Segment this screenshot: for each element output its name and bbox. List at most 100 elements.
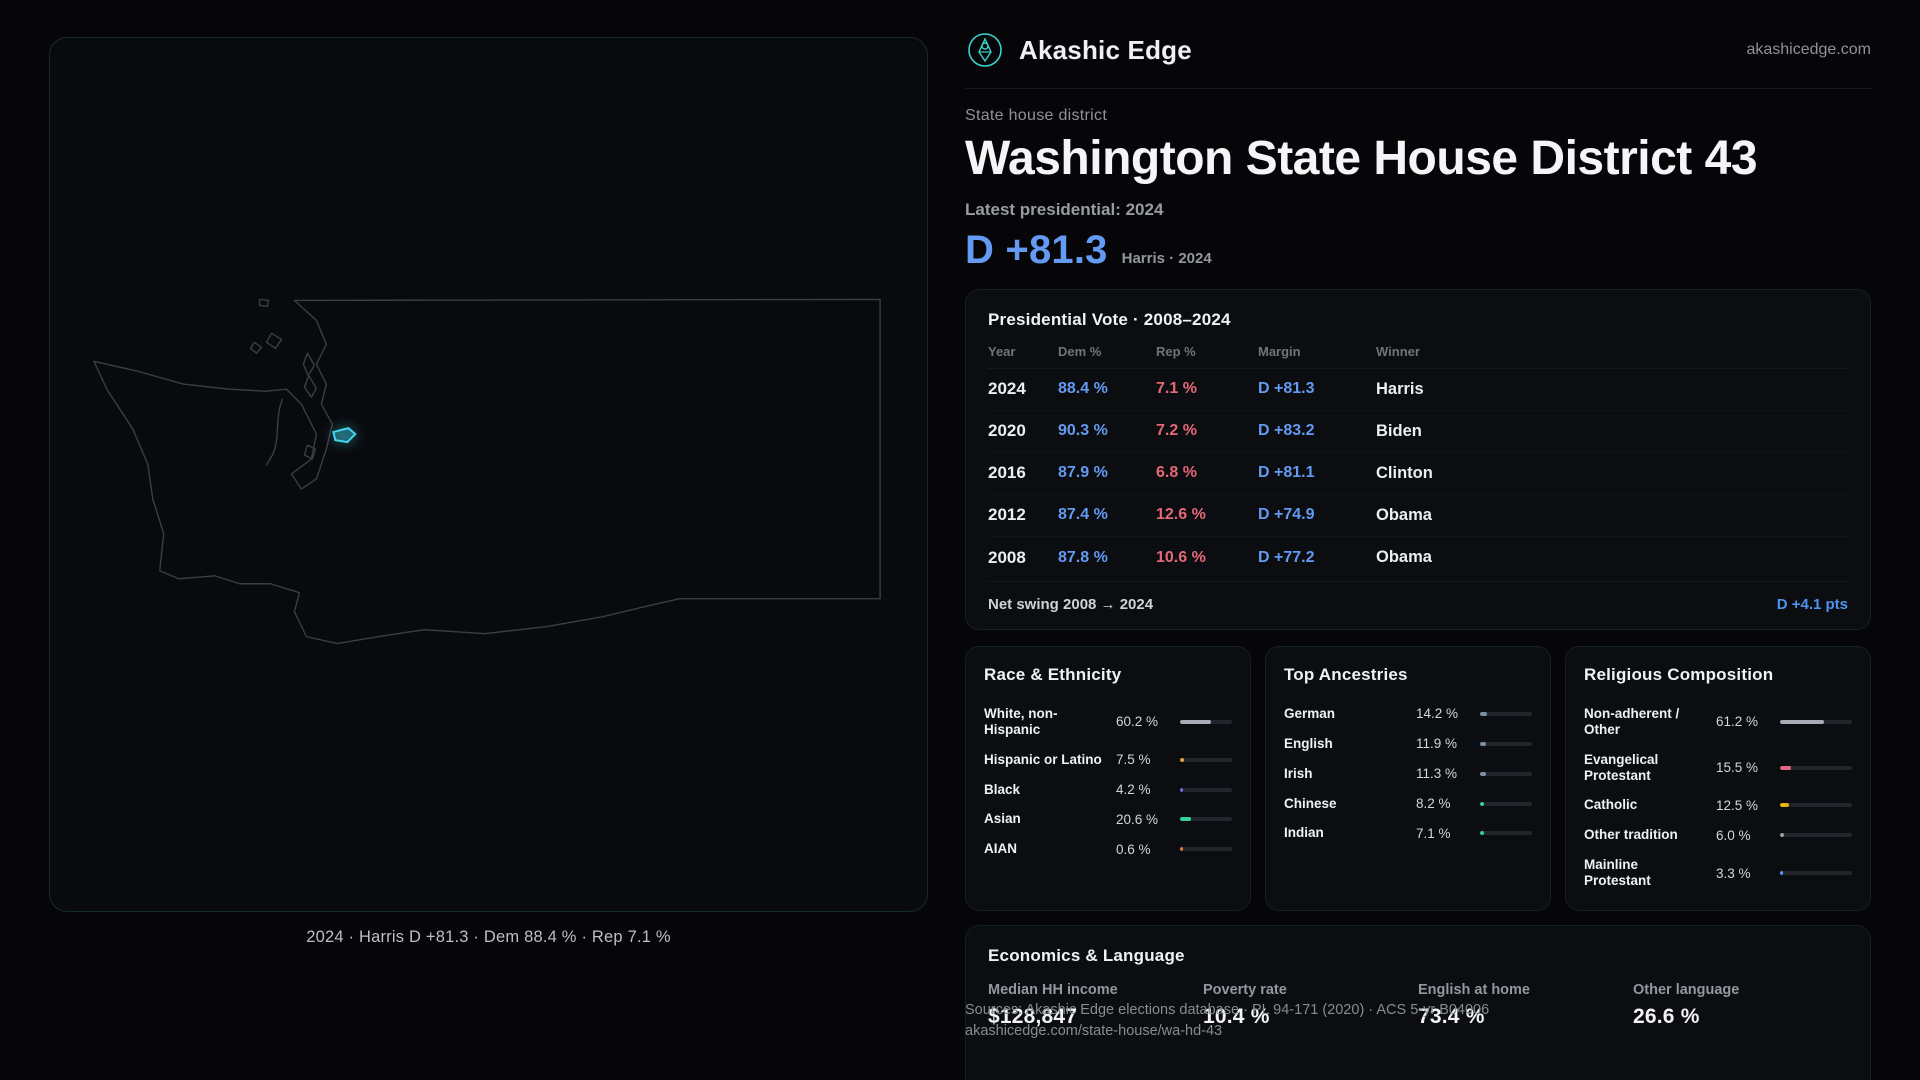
cell-rep: 12.6 % (1156, 506, 1206, 524)
economics-stats: Median HH income $128,847 Poverty rate 1… (988, 982, 1848, 1029)
item-label: German (1283, 705, 1336, 721)
economics-card-title: Economics & Language (988, 946, 1185, 966)
stat-value: 10.4 % (1203, 1005, 1270, 1029)
item-value: 15.5 % (1715, 760, 1759, 776)
bar-fill (1779, 765, 1792, 770)
item-label: Indian (1283, 825, 1324, 841)
bar-track (1779, 719, 1852, 724)
stat-english-at-home: English at home 73.4 % (1418, 982, 1633, 1029)
bar-track (1180, 787, 1232, 792)
item-label: Other tradition (1583, 827, 1678, 843)
table-row: 2024 88.4 % 7.1 % D +81.3 Harris (988, 369, 1848, 411)
list-item: Asian 20.6 % (984, 804, 1232, 834)
list-item: English 11.9 % (1284, 729, 1532, 759)
cell-margin: D +77.2 (1258, 548, 1315, 566)
cell-margin: D +81.1 (1258, 464, 1315, 482)
col-dem: Dem % (1058, 343, 1102, 359)
bar-fill (1180, 787, 1183, 792)
item-label: Hispanic or Latino (984, 751, 1102, 767)
item-value: 11.3 % (1415, 766, 1458, 782)
pres-table-title: Presidential Vote · 2008–2024 (988, 309, 1231, 329)
bar-track (1779, 833, 1852, 838)
table-row: 2012 87.4 % 12.6 % D +74.9 Obama (988, 495, 1848, 537)
bar-fill (1779, 803, 1789, 808)
whidbey-island-outline (302, 352, 318, 398)
list-item: Black 4.2 % (984, 775, 1232, 805)
item-value: 6.0 % (1715, 827, 1751, 843)
bar-fill (1479, 831, 1484, 836)
net-swing-value: D +4.1 pts (1776, 595, 1848, 613)
item-label: AIAN (984, 841, 1017, 857)
bar-track (1779, 803, 1852, 808)
cell-year: 2012 (988, 505, 1026, 525)
bar-track (1479, 711, 1532, 716)
cell-dem: 87.9 % (1058, 464, 1108, 482)
map-caption: 2024 · Harris D +81.3 · Dem 88.4 % · Rep… (306, 928, 671, 946)
col-margin: Margin (1258, 343, 1301, 359)
sources-line: Sources: Akashic Edge elections database… (965, 1002, 1490, 1018)
stat-other-language: Other language 26.6 % (1633, 982, 1848, 1029)
sources-permalink: akashicedge.com/state-house/wa-hd-43 (965, 1023, 1223, 1039)
list-item: Hispanic or Latino 7.5 % (984, 745, 1232, 775)
col-rep: Rep % (1156, 343, 1196, 359)
cell-rep: 7.2 % (1156, 422, 1197, 440)
col-winner: Winner (1376, 343, 1420, 359)
item-value: 60.2 % (1116, 714, 1159, 730)
bar-track (1180, 757, 1232, 762)
item-value: 8.2 % (1415, 796, 1451, 812)
stat-label: Other language (1633, 982, 1740, 999)
item-value: 7.1 % (1415, 825, 1451, 841)
report-column: Akashic Edge akashicedge.com State house… (965, 0, 1871, 1080)
item-label: Catholic (1583, 797, 1638, 813)
item-value: 3.3 % (1715, 865, 1751, 881)
item-label: Asian (984, 811, 1021, 827)
page-header: Akashic Edge akashicedge.com (965, 30, 1871, 89)
cell-margin: D +74.9 (1258, 506, 1315, 524)
list-item: German 14.2 % (1284, 699, 1532, 729)
cell-winner: Obama (1376, 548, 1432, 567)
site-domain-link[interactable]: akashicedge.com (1746, 41, 1871, 58)
headline-margin-value: D +81.3 (965, 227, 1108, 272)
item-label: Mainline Protestant (1583, 857, 1651, 889)
cell-winner: Harris (1376, 379, 1424, 398)
item-value: 4.2 % (1116, 782, 1151, 798)
table-row: 2020 90.3 % 7.2 % D +83.2 Biden (988, 411, 1848, 453)
district-43-highlight (332, 427, 357, 444)
bar-track (1479, 741, 1532, 746)
item-value: 12.5 % (1715, 797, 1759, 813)
item-label: Irish (1283, 765, 1313, 781)
table-body: 2024 88.4 % 7.1 % D +81.3 Harris 2020 90… (988, 369, 1848, 579)
presidential-vote-card: Presidential Vote · 2008–2024 Year Dem %… (965, 288, 1871, 630)
bar-fill (1479, 711, 1488, 716)
race-ethnicity-card: Race & Ethnicity White, non-Hispanic 60.… (965, 645, 1251, 912)
list-item: Non-adherent / Other 61.2 % (1584, 699, 1852, 745)
cell-rep: 6.8 % (1156, 464, 1197, 482)
bar-fill (1479, 741, 1487, 746)
brand-name: Akashic Edge (1019, 34, 1192, 65)
cell-margin: D +83.2 (1258, 422, 1315, 440)
district-map-panel (49, 37, 928, 912)
cell-margin: D +81.3 (1258, 380, 1315, 398)
stat-value: 73.4 % (1418, 1005, 1485, 1029)
item-value: 20.6 % (1116, 811, 1159, 827)
item-label: Evangelical Protestant (1583, 751, 1659, 783)
cell-winner: Obama (1376, 505, 1432, 524)
bar-fill (1779, 833, 1785, 838)
table-header-row: Year Dem % Rep % Margin Winner (988, 344, 1848, 369)
table-row: 2016 87.9 % 6.8 % D +81.1 Clinton (988, 453, 1848, 495)
latest-presidential-label: Latest presidential: 2024 (965, 199, 1164, 219)
demographics-row: Race & Ethnicity White, non-Hispanic 60.… (965, 645, 1871, 912)
cell-year: 2008 (988, 547, 1026, 567)
bar-fill (1180, 719, 1212, 724)
bar-track (1180, 817, 1232, 822)
bar-fill (1479, 801, 1485, 806)
item-value: 11.9 % (1415, 736, 1458, 752)
bar-fill (1180, 847, 1183, 852)
top-ancestries-card: Top Ancestries German 14.2 % English 11.… (1264, 645, 1551, 912)
stat-value: $128,847 (988, 1005, 1078, 1029)
bar-fill (1479, 771, 1486, 776)
list-item: Indian 7.1 % (1284, 818, 1532, 848)
item-value: 14.2 % (1415, 706, 1459, 722)
bar-fill (1779, 719, 1825, 724)
item-label: Non-adherent / Other (1583, 705, 1680, 737)
